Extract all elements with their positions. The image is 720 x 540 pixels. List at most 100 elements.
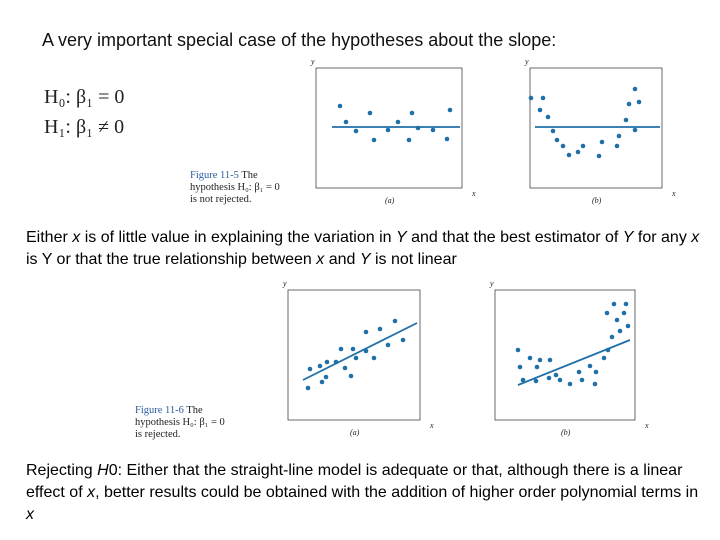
dot [550, 128, 556, 134]
dot [625, 323, 631, 329]
dot [533, 378, 539, 384]
dot [576, 369, 582, 375]
panel-label: (b) [561, 428, 571, 437]
plot-frame [494, 289, 636, 421]
y-axis-label: y [282, 279, 287, 288]
x-axis-label: x [671, 189, 676, 198]
x-axis-label: x [471, 189, 476, 198]
text-run: H [97, 462, 109, 479]
dot [406, 137, 412, 143]
caption-label: Figure 11-5 [190, 170, 239, 181]
dot [333, 359, 339, 365]
dot [395, 119, 401, 125]
dot [621, 310, 627, 316]
dot [547, 357, 553, 363]
dot [324, 359, 330, 365]
dot [517, 364, 523, 370]
dot [605, 347, 611, 353]
dot [599, 139, 605, 145]
dot [353, 355, 359, 361]
dot [371, 355, 377, 361]
plot-frame [287, 289, 421, 421]
dot [367, 110, 373, 116]
dot [317, 363, 323, 369]
dot [557, 377, 563, 383]
dot [338, 346, 344, 352]
dot [546, 375, 552, 381]
dot [616, 133, 622, 139]
text-run: is not linear [370, 251, 457, 268]
fit-line [302, 322, 418, 381]
text-run: for any [633, 229, 692, 246]
dot [515, 347, 521, 353]
dot [385, 342, 391, 348]
text-run: 0: Either that the straight-line model i… [26, 462, 683, 501]
dot [363, 348, 369, 354]
text-run: , better results could be obtained with … [95, 484, 699, 501]
text-run: x [316, 251, 325, 268]
dot [580, 143, 586, 149]
text-run: is Y or that the true relationship betwe… [26, 251, 317, 268]
dot [528, 95, 534, 101]
text-run: x [691, 229, 700, 246]
text-run: Y [622, 229, 634, 246]
dot [632, 127, 638, 133]
dot [353, 128, 359, 134]
dot [537, 357, 543, 363]
dot [560, 143, 566, 149]
dot [579, 377, 585, 383]
title: A very important special case of the hyp… [42, 30, 557, 50]
dot [611, 301, 617, 307]
dot [554, 137, 560, 143]
dot [400, 337, 406, 343]
dot [636, 99, 642, 105]
dot [534, 364, 540, 370]
caption-text: is rejected. [135, 429, 181, 440]
x-axis-label: x [644, 421, 649, 430]
text-run: Either [26, 229, 73, 246]
text-run: is of little value in explaining the var… [80, 229, 396, 246]
dot [343, 119, 349, 125]
caption-text: is not rejected. [190, 194, 252, 205]
text-run: Rejecting [26, 462, 98, 479]
dot [377, 326, 383, 332]
dot [385, 127, 391, 133]
dot [593, 369, 599, 375]
text-run: and [324, 251, 360, 268]
dot [609, 334, 615, 340]
y-axis-label: y [310, 57, 315, 66]
plot-frame [315, 67, 463, 189]
dot [601, 355, 607, 361]
hypothesis-h0: H₀: β₁ = 0 [44, 86, 125, 108]
dot [566, 152, 572, 158]
dot [623, 117, 629, 123]
dot [409, 110, 415, 116]
caption: Figure 11-5 The hypothesis H₀: β₁ = 0 is… [190, 170, 280, 206]
dot [447, 107, 453, 113]
dot [623, 301, 629, 307]
dot [604, 310, 610, 316]
panel-label: (a) [350, 428, 360, 437]
dot [348, 373, 354, 379]
caption-text: The [241, 170, 258, 181]
dot [323, 374, 329, 380]
caption-text: hypothesis H₀: β₁ = 0 [190, 182, 280, 193]
y-axis-label: y [489, 279, 494, 288]
dot [319, 379, 325, 385]
caption: Figure 11-6 The hypothesis H₀: β₁ = 0 is… [135, 405, 225, 441]
paragraph: Rejecting H0: Either that the straight-l… [26, 460, 706, 526]
dot [632, 86, 638, 92]
text-run: Y [359, 251, 371, 268]
dot [617, 328, 623, 334]
dot [350, 346, 356, 352]
text-run: Y [395, 229, 407, 246]
dot [337, 103, 343, 109]
caption-text: The [186, 405, 203, 416]
dot [540, 95, 546, 101]
panel-label: (a) [385, 196, 395, 205]
plot-frame [529, 67, 663, 189]
dot [553, 372, 559, 378]
text-run: x [72, 229, 81, 246]
